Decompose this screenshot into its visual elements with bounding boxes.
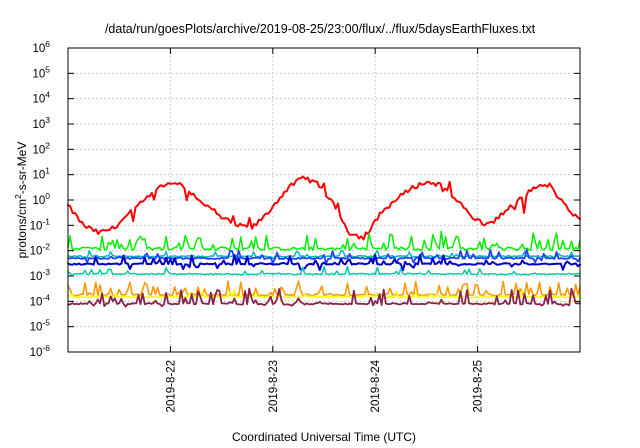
y-tick-base: 10 [32, 94, 45, 106]
y-tick-exp: -6 [42, 343, 50, 353]
y-tick-base: 10 [30, 347, 43, 359]
y-tick-label: 10-4 [30, 292, 51, 308]
y-tick-exp: -2 [42, 242, 50, 252]
y-tick-label: 10-6 [30, 343, 51, 359]
y-tick-exp: 4 [45, 90, 50, 100]
y-tick-base: 10 [32, 119, 45, 131]
y-tick-exp: 5 [45, 64, 50, 74]
y-tick-base: 10 [30, 271, 43, 283]
y-tick-base: 10 [32, 68, 45, 80]
y-tick-label: 103 [32, 115, 50, 131]
y-axis-label: protons/cm2-s-sr-MeV [13, 142, 29, 259]
y-tick-base: 10 [30, 246, 43, 258]
grid-lines [68, 48, 580, 352]
y-tick-base: 10 [32, 144, 45, 156]
x-axis-label: Coordinated Universal Time (UTC) [232, 430, 416, 444]
y-tick-label: 104 [32, 90, 50, 106]
y-tick-label: 106 [32, 39, 50, 55]
y-tick-exp: 6 [45, 39, 50, 49]
y-tick-exp: 0 [45, 191, 50, 201]
y-tick-label: 100 [32, 191, 50, 207]
y-tick-base: 10 [32, 195, 45, 207]
y-tick-base: 10 [32, 170, 45, 182]
y-tick-exp: -3 [42, 267, 50, 277]
y-tick-label: 101 [32, 166, 50, 182]
series-line-7 [67, 280, 581, 297]
series-lines [67, 175, 581, 308]
y-axis: 10-610-510-410-310-210-11001011021031041… [30, 39, 580, 359]
y-tick-label: 102 [32, 140, 50, 156]
y-tick-base: 10 [32, 43, 45, 55]
series-line-5 [67, 253, 581, 272]
y-tick-exp: -5 [42, 318, 50, 328]
y-tick-label: 10-5 [30, 318, 51, 334]
chart-title: /data/run/goesPlots/archive/2019-08-25/2… [105, 22, 536, 36]
y-tick-exp: -4 [42, 292, 50, 302]
y-tick-label: 10-1 [30, 216, 51, 232]
y-tick-exp: 3 [45, 115, 50, 125]
series-line-2 [67, 230, 581, 251]
y-tick-label: 10-2 [30, 242, 51, 258]
y-tick-exp: -1 [42, 216, 50, 226]
y-tick-exp: 1 [45, 166, 50, 176]
series-line-9 [67, 287, 581, 308]
y-tick-base: 10 [30, 220, 43, 232]
y-tick-label: 105 [32, 64, 50, 80]
x-axis: 2019-8-22 2019-8-23 2019-8-24 2019-8-25 [165, 48, 485, 412]
series-line-6 [67, 265, 581, 277]
y-tick-base: 10 [30, 322, 43, 334]
x-tick-label: 2019-8-22 [165, 360, 177, 412]
x-tick-label: 2019-8-24 [370, 359, 382, 412]
x-tick-label: 2019-8-25 [473, 360, 485, 412]
x-tick-label: 2019-8-23 [268, 360, 280, 412]
series-line-1 [67, 175, 581, 241]
series-line-8 [67, 289, 581, 299]
y-tick-label: 10-3 [30, 267, 51, 283]
plot-frame [67, 47, 581, 353]
y-tick-exp: 2 [45, 140, 50, 150]
y-tick-base: 10 [30, 296, 43, 308]
